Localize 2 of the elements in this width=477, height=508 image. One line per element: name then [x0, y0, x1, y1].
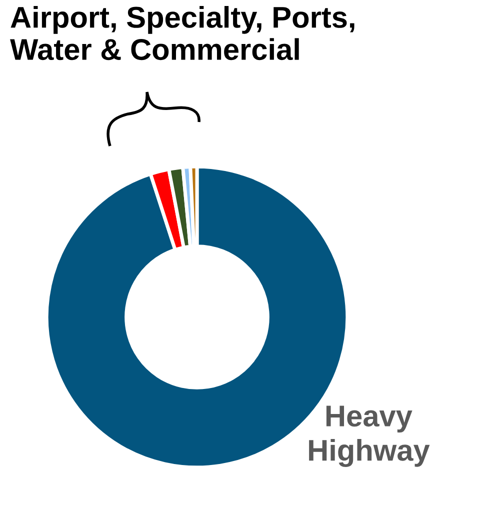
text: Airport, Specialty, Ports, Water & Commercial	[10, 6, 354, 60]
slice-label: Heavy Highway	[309, 406, 430, 467]
